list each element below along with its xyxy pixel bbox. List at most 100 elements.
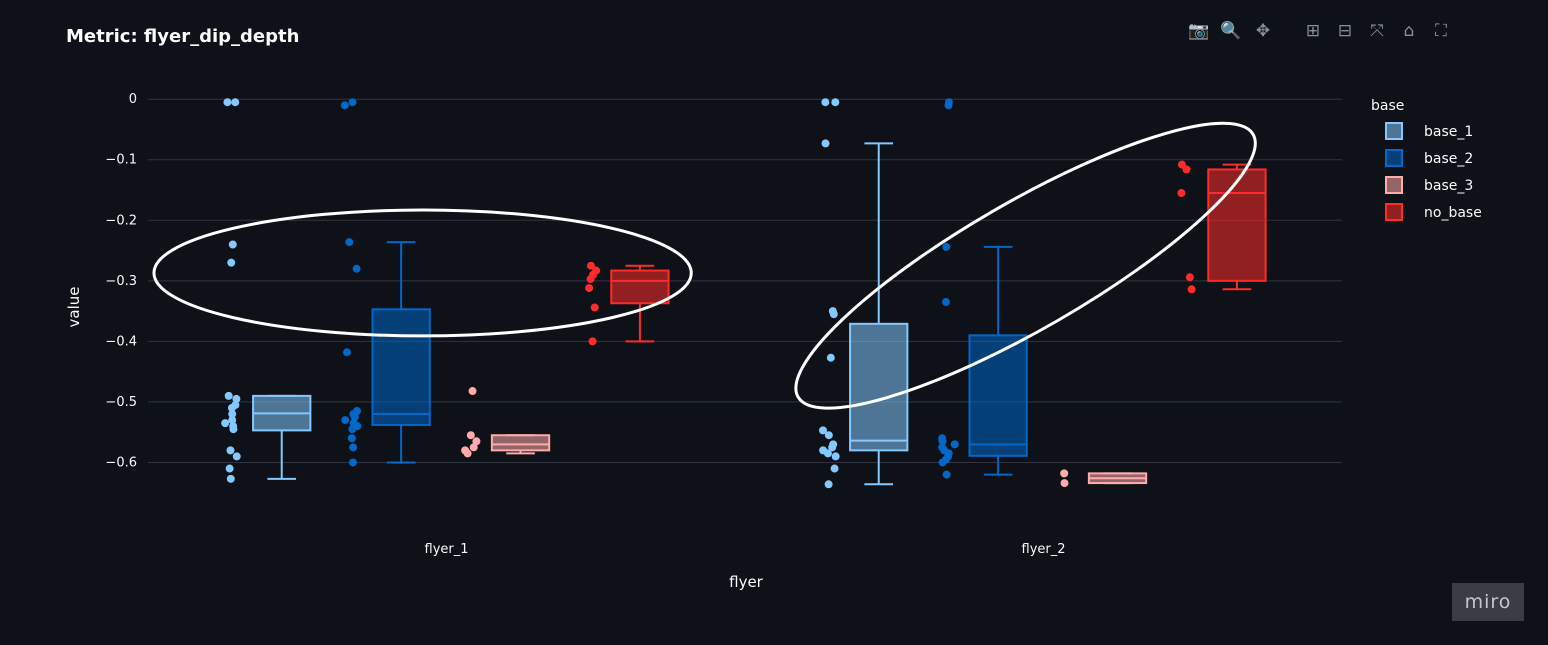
base_1-point[interactable] — [226, 446, 235, 455]
base_2-point[interactable] — [345, 238, 354, 247]
base_2-point[interactable] — [938, 458, 947, 467]
base_2-point[interactable] — [348, 425, 357, 434]
base_3-point[interactable] — [472, 437, 481, 446]
pan-icon[interactable]: ✥ — [1255, 21, 1271, 41]
base_2-point[interactable] — [347, 434, 356, 443]
base_1-point[interactable] — [227, 258, 236, 267]
y-tick-label: −0.5 — [105, 395, 137, 410]
base_1-point[interactable] — [831, 452, 840, 461]
legend-item-base_1[interactable]: base_1 — [1385, 122, 1473, 140]
base_2-point[interactable] — [340, 101, 349, 110]
base_1-point[interactable] — [225, 464, 234, 473]
base_1-point[interactable] — [228, 410, 237, 419]
box-body[interactable] — [610, 269, 670, 305]
base_1-point[interactable] — [228, 416, 237, 425]
base_3-point[interactable] — [1060, 479, 1069, 488]
base_1-point[interactable] — [226, 474, 235, 483]
base_1-point[interactable] — [824, 480, 833, 489]
base_1-point[interactable] — [224, 391, 233, 400]
base_1-point[interactable] — [232, 394, 241, 403]
legend-title: base — [1371, 98, 1404, 114]
no_base-point[interactable] — [588, 337, 597, 346]
base_2-point[interactable] — [944, 101, 953, 110]
base_1-point[interactable] — [829, 310, 838, 319]
base_2-point[interactable] — [938, 437, 947, 446]
no_base-box-flyer_2[interactable] — [1207, 163, 1267, 291]
base_1-point[interactable] — [229, 425, 238, 434]
base_3-box-flyer_2[interactable] — [1087, 472, 1148, 485]
fullscreen-icon[interactable]: ⛶ — [1435, 21, 1447, 41]
base_1-point[interactable] — [221, 419, 230, 428]
base_1-point[interactable] — [818, 426, 827, 435]
legend-item-no_base[interactable]: no_base — [1385, 203, 1482, 221]
no_base-point[interactable] — [1182, 165, 1191, 174]
base_3-point[interactable] — [469, 443, 478, 452]
base_1-point[interactable] — [223, 98, 232, 107]
no_base-box-flyer_1[interactable] — [610, 264, 670, 343]
base_3-point[interactable] — [468, 387, 477, 396]
no_base-point[interactable] — [590, 303, 599, 312]
base_1-point[interactable] — [828, 443, 837, 452]
camera-icon[interactable]: 📷 — [1188, 21, 1210, 41]
legend-swatch — [1385, 176, 1403, 194]
legend-item-base_3[interactable]: base_3 — [1385, 176, 1473, 194]
zoom-icon[interactable]: 🔍 — [1220, 21, 1242, 41]
base_2-point[interactable] — [350, 413, 359, 422]
base_3-point[interactable] — [463, 449, 472, 458]
y-tick-labels: 0 −0.1 −0.2 −0.3 −0.4 −0.5 −0.6 — [105, 92, 137, 470]
y-tick-label: −0.4 — [105, 334, 137, 349]
box-body[interactable] — [371, 308, 431, 426]
base_2-point[interactable] — [352, 264, 361, 273]
base_1-point[interactable] — [232, 452, 241, 461]
legend-label: base_2 — [1424, 151, 1473, 167]
base_1-point[interactable] — [231, 98, 240, 107]
home-icon[interactable]: ⌂ — [1403, 21, 1415, 41]
legend[interactable]: base base_1 base_2 base_3 no_base — [1371, 98, 1482, 221]
no_base-point[interactable] — [585, 284, 594, 293]
zoom-in-icon[interactable]: ⊞ — [1305, 21, 1321, 41]
base_2-point[interactable] — [348, 98, 357, 107]
y-tick-label: −0.6 — [105, 455, 137, 470]
base_1-point[interactable] — [831, 98, 840, 107]
base_3-box-flyer_1[interactable] — [490, 434, 551, 455]
base_2-point[interactable] — [950, 440, 959, 449]
legend-label: base_3 — [1424, 178, 1473, 194]
box-body[interactable] — [1207, 168, 1267, 282]
point-traces[interactable] — [221, 98, 1196, 489]
base_1-box-flyer_1[interactable] — [252, 394, 312, 480]
legend-item-base_2[interactable]: base_2 — [1385, 149, 1473, 167]
no_base-point[interactable] — [586, 275, 595, 284]
base_1-box-flyer_2[interactable] — [849, 142, 909, 486]
no_base-point[interactable] — [1177, 189, 1186, 198]
base_2-point[interactable] — [942, 242, 951, 251]
box-body[interactable] — [490, 434, 551, 452]
base_1-point[interactable] — [228, 240, 237, 249]
base_1-point[interactable] — [826, 353, 835, 362]
base_2-point[interactable] — [342, 348, 351, 357]
y-tick-label: 0 — [129, 92, 137, 107]
base_2-box-flyer_2[interactable] — [968, 245, 1028, 476]
base_1-point[interactable] — [824, 431, 833, 440]
base_2-point[interactable] — [341, 416, 350, 425]
base_1-point[interactable] — [821, 139, 830, 148]
base_2-point[interactable] — [349, 443, 358, 452]
zoom-out-icon[interactable]: ⊟ — [1337, 21, 1353, 41]
base_2-point[interactable] — [348, 458, 357, 467]
base_2-box-flyer_1[interactable] — [371, 241, 431, 464]
base_1-point[interactable] — [821, 98, 830, 107]
base_3-point[interactable] — [1060, 469, 1069, 478]
base_3-point[interactable] — [466, 431, 475, 440]
base_1-point[interactable] — [227, 403, 236, 412]
no_base-point[interactable] — [1185, 273, 1194, 282]
box-body[interactable] — [849, 322, 909, 452]
base_1-point[interactable] — [823, 449, 832, 458]
base_1-point[interactable] — [830, 464, 839, 473]
box-body[interactable] — [968, 334, 1028, 457]
base_2-point[interactable] — [942, 470, 951, 479]
base_2-point[interactable] — [941, 298, 950, 307]
no_base-point[interactable] — [586, 261, 595, 270]
no_base-point[interactable] — [1187, 285, 1196, 294]
autoscale-icon[interactable]: ⤧ — [1370, 21, 1384, 41]
box-traces[interactable] — [252, 142, 1267, 486]
